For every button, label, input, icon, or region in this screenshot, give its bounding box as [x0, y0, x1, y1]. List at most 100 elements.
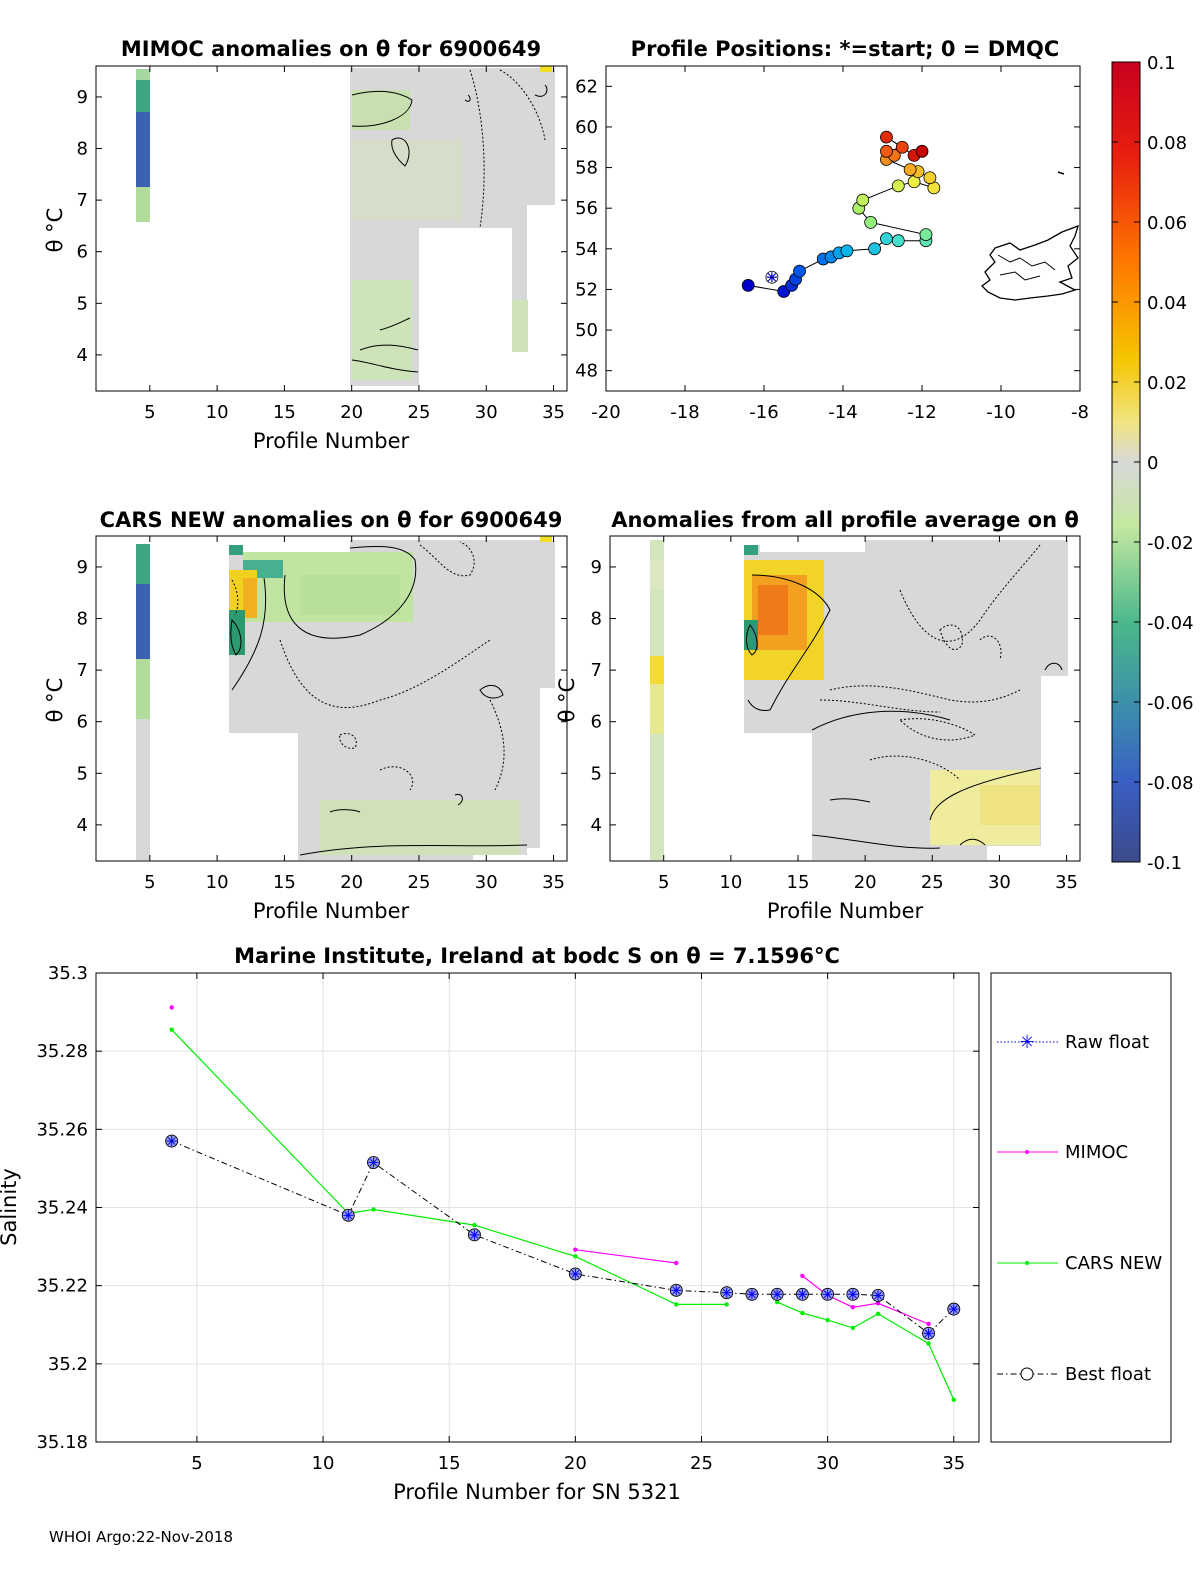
y-tick-label: 50	[575, 320, 598, 341]
profile-position-point	[891, 179, 905, 193]
colorbar-tick-label: 0	[1147, 453, 1158, 474]
raw-float-asterisk	[167, 1137, 176, 1145]
legend-raw-marker: ✳	[1019, 1032, 1034, 1053]
series-point	[850, 1325, 856, 1331]
legend-best: Best float	[997, 1364, 1151, 1385]
colorbar-tick-label: 0.06	[1147, 213, 1187, 234]
cars-heatmap	[136, 536, 555, 860]
raw-float-asterisk	[949, 1305, 958, 1313]
series-point	[169, 1005, 174, 1010]
profile-position-point	[880, 232, 893, 246]
profile-position-point	[793, 264, 806, 278]
series-line	[171, 1140, 955, 1334]
legend-cars-label: CARS NEW	[1065, 1253, 1162, 1274]
series-point	[875, 1301, 881, 1306]
x-tick-label: 20	[340, 402, 363, 423]
positions-title: Profile Positions: *=start; 0 = DMQC	[631, 37, 1060, 61]
y-tick-label: 35.18	[36, 1432, 88, 1453]
x-tick-label: 10	[206, 872, 229, 893]
start-asterisk-stroke	[767, 272, 777, 282]
raw-float-asterisk	[369, 1158, 378, 1167]
series-point	[926, 1321, 931, 1327]
raw-float-asterisk	[823, 1290, 832, 1299]
x-tick-label: 20	[340, 872, 363, 893]
raw-float-asterisk	[798, 1290, 807, 1299]
float-track-line	[748, 136, 935, 293]
x-tick-label: -16	[749, 402, 778, 423]
x-tick-label: -10	[986, 402, 1015, 423]
series-point	[800, 1310, 805, 1316]
salinity-panel: Marine Institute, Ireland at bodc S on θ…	[0, 944, 980, 1504]
raw-float-asterisk	[924, 1329, 933, 1338]
series-point	[573, 1247, 578, 1252]
x-tick-label: -18	[670, 402, 699, 423]
y-tick-label: 56	[575, 198, 598, 219]
y-tick-label: 35.2	[48, 1354, 88, 1375]
y-tick-label: 4	[77, 345, 88, 366]
y-tick-label: 6	[77, 242, 88, 263]
x-tick-label: 25	[408, 872, 431, 893]
y-tick-label: 8	[591, 609, 602, 630]
raw-float-asterisk	[470, 1231, 479, 1239]
y-tick-label: 7	[77, 190, 88, 211]
allavg-xlabel: Profile Number	[767, 899, 924, 923]
x-tick-label: 15	[438, 1453, 461, 1474]
series-point	[850, 1304, 856, 1310]
mimoc-heatmap	[136, 66, 555, 386]
raw-float-asterisk	[874, 1291, 882, 1300]
x-tick-label: -8	[1071, 402, 1089, 423]
series-point	[774, 1299, 780, 1305]
series-point	[573, 1254, 578, 1259]
series-point	[800, 1273, 805, 1279]
y-tick-label: 6	[591, 712, 602, 733]
salinity-grid	[96, 972, 979, 1443]
raw-float-asterisk	[571, 1270, 580, 1278]
profile-position-point	[741, 278, 755, 292]
y-tick-label: 5	[77, 293, 88, 314]
allavg-panel: Anomalies from all profile average on θ	[555, 508, 1081, 923]
series-point	[951, 1397, 956, 1402]
series-line	[776, 1301, 955, 1401]
series-line	[575, 1249, 677, 1264]
y-tick-label: 8	[77, 139, 88, 160]
x-tick-label: 30	[988, 872, 1011, 893]
profile-position-point	[880, 130, 893, 144]
allavg-ylabel: θ °C	[555, 678, 579, 723]
x-tick-label: 35	[542, 402, 565, 423]
y-tick-label: 7	[591, 660, 602, 681]
y-tick-label: 9	[77, 87, 88, 108]
legend-cars: CARS NEW	[997, 1253, 1162, 1274]
y-tick-label: 9	[77, 557, 88, 578]
x-tick-label: 25	[921, 872, 944, 893]
profile-position-point	[864, 216, 878, 229]
y-tick-label: 8	[77, 609, 88, 630]
y-tick-label: 35.26	[36, 1119, 88, 1140]
footer-credit: WHOI Argo:22-Nov-2018	[49, 1528, 233, 1546]
colorbar-tick-label: -0.1	[1147, 853, 1182, 874]
y-tick-label: 62	[575, 76, 598, 97]
raw-float-asterisk	[773, 1290, 782, 1299]
series-point	[926, 1341, 931, 1346]
x-tick-label: -20	[591, 402, 620, 423]
profile-position-point	[840, 244, 854, 258]
series-point	[875, 1311, 881, 1317]
profile-position-point	[868, 242, 881, 256]
mimoc-panel: MIMOC anomalies on θ for 6900649 5 10 15 20…	[43, 37, 568, 453]
x-tick-label: 5	[191, 1453, 202, 1474]
legend-best-label: Best float	[1065, 1364, 1151, 1385]
series-point	[371, 1207, 376, 1212]
y-tick-label: 4	[591, 815, 602, 836]
colorbar: 0.1 0.08 0.06 0.04 0.02 0 -0.02 -0.04 -0.06 -0.08…	[1111, 53, 1194, 874]
colorbar-tick-label: 0.1	[1147, 53, 1176, 74]
raw-float-asterisk	[344, 1211, 353, 1220]
salinity-legend: ✳ Raw float MIMOC CARS NEW Best float	[990, 972, 1172, 1443]
series-point	[169, 1027, 174, 1032]
y-tick-label: 35.28	[36, 1041, 88, 1062]
profile-position-point	[923, 171, 937, 185]
x-tick-label: 20	[854, 872, 877, 893]
x-tick-label: -14	[828, 402, 857, 423]
x-tick-label: 10	[312, 1453, 335, 1474]
x-tick-label: 30	[816, 1453, 839, 1474]
profile-position-point	[891, 234, 905, 248]
x-tick-label: 15	[273, 402, 296, 423]
